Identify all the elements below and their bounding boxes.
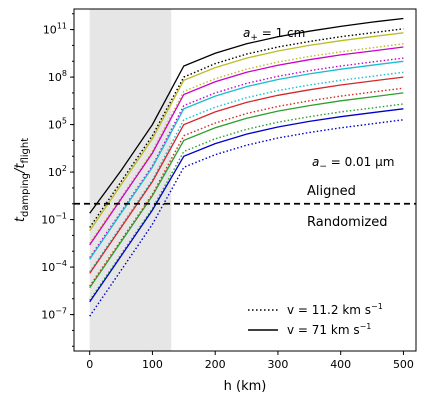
series-line-2 bbox=[89, 32, 404, 232]
series-line-7 bbox=[89, 71, 404, 273]
y-axis-title-sub1: damping bbox=[20, 173, 31, 217]
legend-label-solid-exp: −1 bbox=[360, 322, 372, 331]
shaded-region bbox=[89, 9, 172, 351]
annotation-a-plus: a+ = 1 cm bbox=[243, 26, 305, 43]
series-group bbox=[89, 17, 404, 317]
y-tick-label-2: 10−1 bbox=[41, 212, 67, 227]
x-tick-label-2: 200 bbox=[205, 358, 226, 371]
x-axis-ticks: 0 100 200 300 400 500 bbox=[86, 351, 414, 371]
series-line-5 bbox=[89, 57, 404, 258]
a-minus-sub: − bbox=[319, 162, 327, 172]
legend: v = 11.2 km s−1 v = 71 km s−1 bbox=[248, 302, 383, 337]
y-tick-label-6: 1011 bbox=[43, 22, 67, 37]
legend-label-dotted: v = 11.2 km s−1 bbox=[287, 302, 383, 317]
series-line-4 bbox=[89, 46, 404, 246]
series-line-13 bbox=[89, 119, 404, 317]
y-tick-label-3: 102 bbox=[48, 164, 67, 179]
series-line-10 bbox=[89, 92, 404, 289]
y-tick-label-5: 108 bbox=[48, 69, 67, 84]
x-tick-label-4: 400 bbox=[330, 358, 351, 371]
y-tick-label-0: 10−7 bbox=[41, 307, 67, 322]
legend-label-dotted-text: v = 11.2 km s bbox=[287, 303, 371, 317]
x-axis-title: h (km) bbox=[224, 379, 267, 394]
a-plus-lhs: a bbox=[243, 26, 250, 40]
y-axis-title-t: t bbox=[13, 216, 28, 222]
a-minus-rhs: = 0.01 μm bbox=[327, 155, 395, 169]
series-line-3 bbox=[89, 43, 404, 244]
series-line-9 bbox=[89, 87, 404, 287]
x-tick-label-0: 0 bbox=[86, 358, 93, 371]
series-line-8 bbox=[89, 76, 404, 274]
y-axis-title-slash: /t bbox=[13, 163, 28, 174]
legend-label-solid: v = 71 km s−1 bbox=[287, 322, 371, 337]
series-line-0 bbox=[89, 17, 404, 214]
series-line-1 bbox=[89, 28, 404, 228]
legend-label-solid-text: v = 71 km s bbox=[287, 323, 360, 337]
y-tick-label-4: 105 bbox=[48, 117, 67, 132]
a-plus-sub: + bbox=[250, 33, 258, 43]
series-line-6 bbox=[89, 60, 404, 260]
y-tick-label-1: 10−4 bbox=[41, 259, 67, 274]
x-tick-label-3: 300 bbox=[267, 358, 288, 371]
y-axis-title: tdamping/tflight bbox=[13, 138, 31, 222]
y-axis-title-sub2: flight bbox=[20, 138, 31, 164]
legend-label-dotted-exp: −1 bbox=[371, 302, 383, 311]
x-tick-label-1: 100 bbox=[142, 358, 163, 371]
plot-frame bbox=[73, 8, 417, 352]
series-line-11 bbox=[89, 103, 404, 301]
annotation-a-minus: a− = 0.01 μm bbox=[312, 155, 394, 172]
annotation-aligned: Aligned bbox=[307, 184, 356, 199]
a-plus-rhs: = 1 cm bbox=[258, 26, 305, 40]
annotation-randomized: Randomized bbox=[307, 215, 388, 230]
y-axis-ticks: 10−7 10−4 10−1 102 105 108 1011 bbox=[41, 13, 74, 347]
a-minus-lhs: a bbox=[312, 155, 319, 169]
x-tick-label-5: 500 bbox=[393, 358, 414, 371]
series-line-12 bbox=[89, 108, 404, 303]
